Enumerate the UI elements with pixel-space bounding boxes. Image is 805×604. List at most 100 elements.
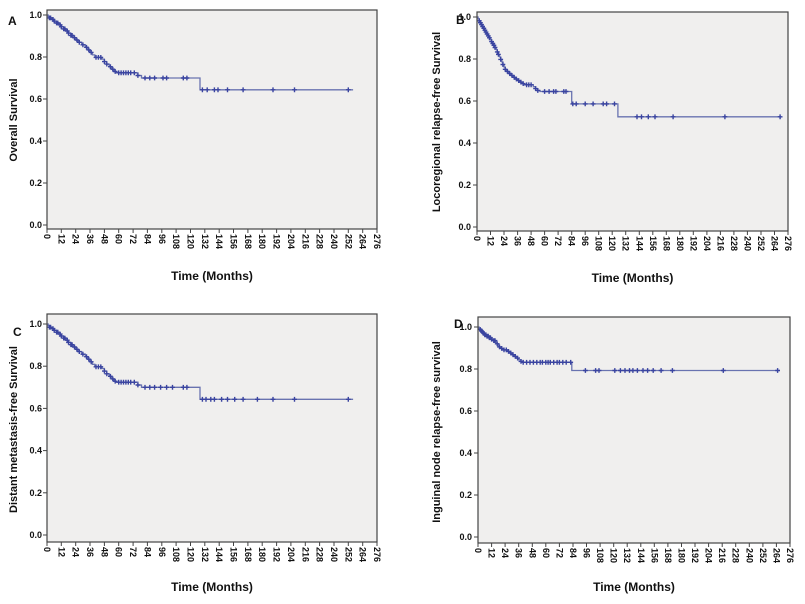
y-tick-label: 0.8	[458, 54, 471, 64]
censor-mark	[604, 101, 609, 107]
censor-mark	[582, 101, 588, 107]
x-tick-label: 228	[315, 547, 325, 562]
x-tick-label: 0	[42, 547, 52, 552]
plot-area	[47, 314, 377, 542]
censor-mark	[102, 59, 107, 64]
x-tick-label: 120	[607, 236, 617, 251]
y-tick-label: 0.8	[459, 364, 472, 374]
x-tick-label: 204	[286, 234, 296, 249]
censor-mark	[775, 368, 780, 373]
y-tick-label: 0.0	[459, 532, 472, 542]
x-axis-title: Time (Months)	[171, 269, 253, 283]
y-tick-label: 0.4	[29, 136, 42, 146]
panel-distant-metastasis-free-survival: 0.0 0.2 0.4 0.6 0.8 1.0 0 12 24 36 48 60 72 84 96 108 12…	[0, 300, 400, 604]
censor-mark	[618, 368, 623, 373]
x-tick-label: 12	[56, 547, 66, 557]
y-tick-label: 0.2	[29, 178, 42, 188]
y-tick-label: 0.8	[29, 361, 42, 371]
x-tick-label: 144	[636, 548, 646, 563]
x-tick-label: 216	[715, 236, 725, 251]
x-tick-label: 60	[540, 236, 550, 246]
y-tick-label: 0.0	[29, 220, 42, 230]
censor-mark	[639, 114, 644, 120]
plot-area	[47, 10, 377, 229]
censor-mark	[542, 89, 547, 94]
censor-mark	[80, 42, 86, 48]
x-tick-label: 204	[702, 236, 712, 251]
x-tick-label: 168	[243, 234, 253, 249]
x-tick-label: 240	[329, 547, 339, 562]
x-tick-label: 216	[300, 547, 310, 562]
x-tick-label: 132	[200, 547, 210, 562]
y-axis-title: Distant metastasis-free Survival	[8, 346, 20, 513]
censor-mark	[658, 368, 664, 373]
censor-mark	[170, 384, 175, 390]
censor-mark	[650, 368, 656, 373]
y-tick-label: 0.4	[459, 448, 472, 458]
x-tick-label: 84	[142, 547, 152, 557]
censor-mark	[225, 396, 230, 402]
x-tick-label: 216	[717, 548, 727, 563]
x-tick-label: 276	[372, 234, 382, 249]
censor-mark	[535, 88, 541, 93]
x-tick-label: 156	[648, 236, 658, 251]
y-tick-label: 0.0	[29, 530, 42, 540]
censor-mark	[147, 75, 153, 81]
x-axis-title: Time (Months)	[592, 271, 674, 285]
x-tick-label: 120	[186, 234, 196, 249]
censor-mark	[528, 82, 534, 88]
censor-mark	[498, 57, 504, 62]
x-tick-label: 156	[649, 548, 659, 563]
panel-overall-survival: 0.0 0.2 0.4 0.6 0.8 1.0 0 12 24 36 48 60 72 84 96 108 12…	[0, 0, 400, 305]
panel-letter: A	[8, 14, 17, 28]
x-tick-label: 0	[472, 236, 482, 241]
x-tick-label: 12	[56, 234, 66, 244]
x-tick-label: 84	[142, 234, 152, 244]
y-tick-label: 0.0	[458, 222, 471, 232]
x-tick-label: 132	[622, 548, 632, 563]
x-tick-label: 48	[526, 236, 536, 246]
x-tick-label: 36	[85, 234, 95, 244]
censor-mark	[652, 114, 658, 120]
x-tick-label: 108	[171, 547, 181, 562]
x-tick-label: 144	[214, 234, 224, 249]
censor-mark	[640, 368, 646, 373]
x-tick-label: 12	[486, 236, 496, 246]
censor-mark	[108, 373, 113, 379]
censor-mark	[204, 87, 210, 93]
censor-mark	[494, 49, 500, 55]
y-tick-label: 0.4	[29, 446, 42, 456]
x-tick-label: 48	[527, 548, 537, 558]
x-tick-label: 264	[770, 236, 780, 251]
censor-mark	[225, 87, 230, 93]
plot-border	[46, 9, 378, 230]
censor-mark	[546, 89, 552, 94]
x-tick-label: 72	[554, 548, 564, 558]
x-tick-label: 72	[128, 547, 138, 557]
x-tick-label: 96	[157, 234, 167, 244]
censor-mark	[84, 44, 89, 50]
x-tick-label: 264	[771, 548, 781, 563]
censor-mark	[496, 52, 501, 57]
censor-mark	[720, 368, 726, 373]
x-tick-label: 276	[372, 547, 382, 562]
censor-mark	[104, 61, 110, 67]
censor-mark	[76, 349, 82, 354]
x-tick-label: 0	[42, 234, 52, 239]
y-tick-label: 0.6	[29, 403, 42, 413]
censor-mark	[777, 114, 783, 120]
y-tick-label: 0.6	[458, 96, 471, 106]
censor-mark	[612, 368, 618, 373]
y-tick-label: 0.6	[459, 406, 472, 416]
x-axis-title: Time (Months)	[171, 580, 253, 594]
x-tick-label: 180	[257, 234, 267, 249]
x-tick-label: 252	[756, 236, 766, 251]
x-tick-label: 132	[200, 234, 210, 249]
x-tick-label: 192	[272, 547, 282, 562]
censor-mark	[164, 384, 169, 390]
censor-mark	[135, 73, 141, 78]
y-tick-label: 1.0	[29, 10, 42, 20]
censor-mark	[722, 114, 728, 120]
censor-mark	[563, 359, 569, 365]
censor-mark	[492, 45, 498, 50]
